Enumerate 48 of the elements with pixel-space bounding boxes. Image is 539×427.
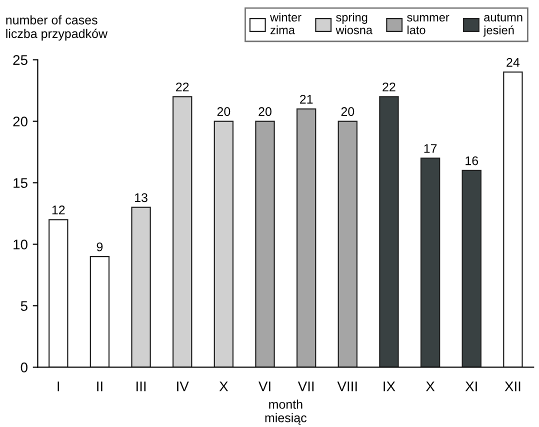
- bar: [90, 256, 110, 368]
- bar: [131, 206, 151, 368]
- data-label: 22: [382, 82, 396, 92]
- bar: [255, 120, 275, 368]
- bar: [462, 170, 482, 368]
- y-axis-title: number of cases liczba przypadków: [6, 15, 108, 41]
- data-label: 24: [506, 58, 520, 67]
- x-tick-label: X: [219, 382, 228, 392]
- x-tick-label: X: [426, 382, 435, 392]
- bar: [420, 158, 440, 368]
- legend-label: spring wiosna: [336, 12, 373, 34]
- data-label: 13: [135, 193, 148, 202]
- data-label: 17: [424, 144, 437, 153]
- x-tick-label: VIII: [337, 382, 357, 392]
- data-label: 16: [466, 156, 478, 166]
- x-tick-label: II: [97, 382, 102, 392]
- x-tick-label: VI: [258, 382, 270, 392]
- x-tick-label: IX: [384, 382, 396, 392]
- data-label: 9: [96, 242, 103, 252]
- bar: [338, 120, 358, 368]
- data-label: 21: [300, 94, 313, 104]
- x-axis-title: month miesiąc: [265, 400, 307, 425]
- bar: [214, 120, 234, 368]
- bar: [48, 219, 68, 368]
- legend-label: summer lato: [407, 15, 450, 34]
- data-label: 12: [52, 206, 65, 214]
- bar: [172, 96, 192, 368]
- data-label: 22: [176, 82, 189, 92]
- x-tick-label: I: [58, 382, 60, 392]
- x-tick-label: XII: [504, 382, 520, 392]
- x-tick-label: XI: [465, 382, 477, 392]
- y-tick-label: 5: [20, 301, 28, 311]
- y-tick-label: 25: [13, 55, 28, 65]
- y-tick-label: 10: [14, 240, 28, 250]
- bar: [296, 108, 316, 368]
- y-tick-label: 15: [14, 178, 28, 188]
- y-tick-label: 20: [13, 116, 28, 126]
- y-tick-label: 0: [20, 362, 28, 372]
- data-label: 20: [258, 107, 272, 116]
- bar: [503, 72, 523, 368]
- data-label: 20: [341, 107, 354, 116]
- legend-label: autumn jesień: [483, 14, 522, 37]
- x-tick-label: III: [136, 382, 146, 392]
- bar: [379, 96, 399, 368]
- data-label: 20: [217, 107, 230, 116]
- x-tick-label: IV: [177, 382, 189, 392]
- legend-label: winter zima: [270, 12, 302, 34]
- x-tick-label: VII: [298, 382, 314, 392]
